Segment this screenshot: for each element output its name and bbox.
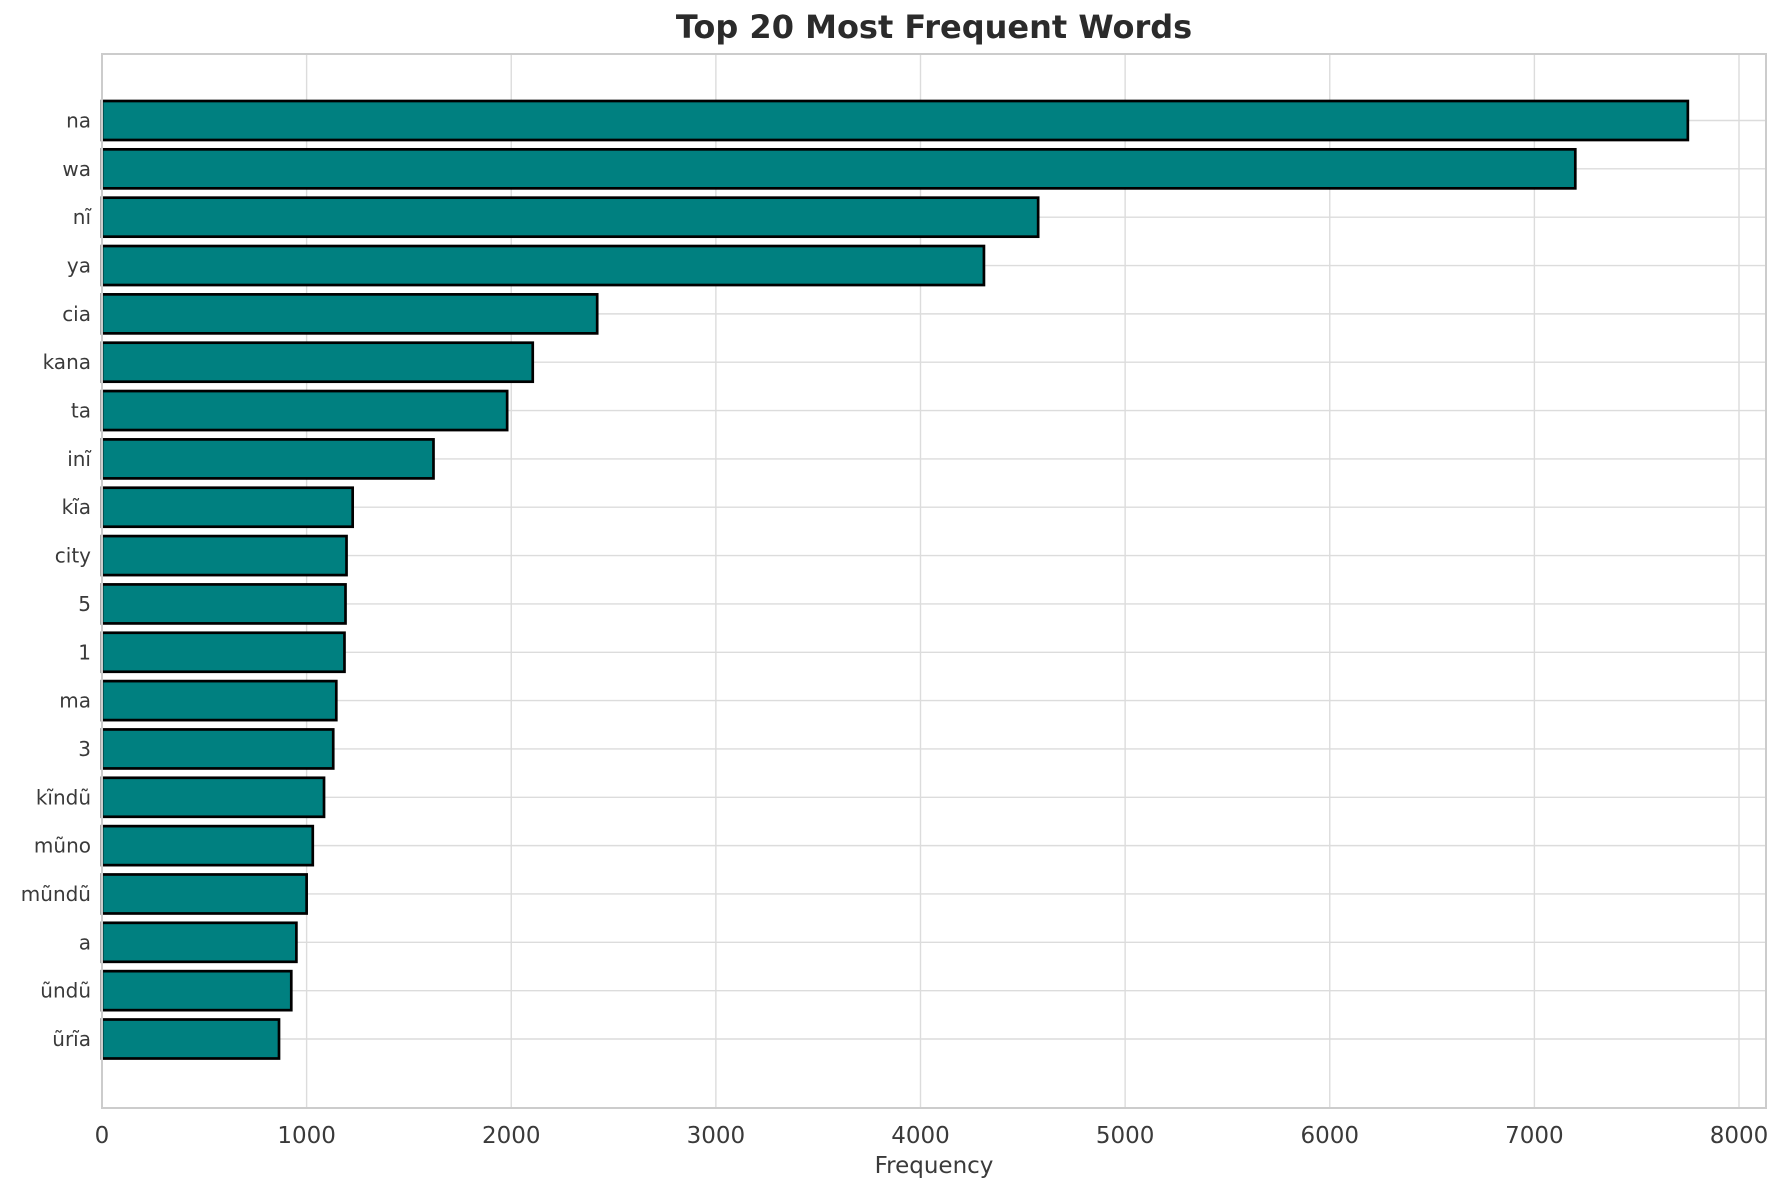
bar-a	[100, 921, 298, 964]
x-tick-label: 7000	[1505, 1123, 1564, 1149]
x-tick-label: 6000	[1300, 1123, 1359, 1149]
y-tick-label: 3	[78, 737, 91, 761]
bar-ya	[100, 244, 986, 287]
bar-city	[100, 534, 348, 577]
bar-1	[100, 631, 346, 674]
y-tick-label: ũndũ	[40, 979, 91, 1003]
bar-kana	[100, 341, 535, 384]
bar-ta	[100, 389, 509, 432]
y-tick-label: kana	[43, 350, 91, 374]
y-tick-label: nĩ	[73, 205, 92, 229]
bar-kĩndũ	[100, 776, 326, 819]
y-tick-label: 1	[78, 640, 91, 664]
y-tick-label: mũno	[34, 834, 91, 858]
x-tick-label: 5000	[1096, 1123, 1155, 1149]
bar-ũndũ	[100, 969, 293, 1012]
y-tick-label: wa	[62, 157, 91, 181]
y-tick-label: kĩa	[62, 495, 91, 519]
bar-3	[100, 728, 335, 770]
bar-layer	[100, 99, 1690, 1060]
x-tick-label: 1000	[277, 1123, 336, 1149]
bar-cia	[100, 293, 599, 335]
bar-ũrĩa	[100, 1018, 281, 1060]
bar-inĩ	[100, 438, 435, 480]
bar-wa	[100, 147, 1577, 190]
y-tick-label: ya	[67, 254, 91, 278]
y-tick-label: na	[66, 109, 91, 133]
bar-mũndũ	[100, 873, 308, 915]
bar-mũno	[100, 824, 315, 867]
axis-layer: na wa nĩ ya cia kana ta inĩ kĩa city 5 1 ma 3 kĩndũ mũn…	[21, 109, 1768, 1150]
y-tick-label: inĩ	[67, 447, 91, 471]
y-tick-label: ta	[71, 399, 91, 423]
y-tick-label: ma	[59, 689, 91, 713]
bar-5	[100, 583, 347, 625]
bar-nĩ	[100, 196, 1040, 239]
x-tick-label: 3000	[687, 1123, 746, 1149]
y-tick-label: cia	[62, 302, 91, 326]
plot-border	[101, 53, 1767, 1109]
y-tick-label: 5	[78, 592, 91, 616]
x-tick-label: 2000	[482, 1123, 541, 1149]
y-tick-label: ũrĩa	[52, 1027, 91, 1051]
bar-na	[100, 99, 1690, 142]
y-tick-label: city	[55, 544, 91, 568]
y-tick-label: mũndũ	[21, 882, 91, 906]
bar-kĩa	[100, 486, 355, 529]
y-tick-label: a	[79, 930, 91, 954]
chart-title: Top 20 Most Frequent Words	[676, 8, 1192, 46]
x-tick-label: 0	[95, 1123, 110, 1149]
y-tick-label: kĩndũ	[36, 785, 91, 809]
x-tick-label: 4000	[891, 1123, 950, 1149]
bar-ma	[100, 679, 338, 722]
x-tick-label: 8000	[1710, 1123, 1769, 1149]
x-axis-label: Frequency	[875, 1153, 994, 1179]
